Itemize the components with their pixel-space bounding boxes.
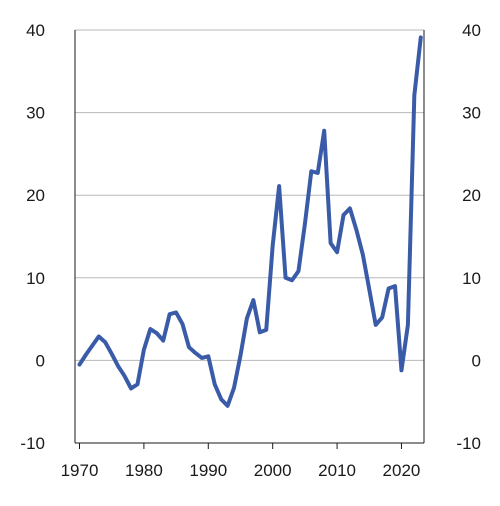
left-y-tick-label: 0: [36, 351, 45, 370]
right-y-tick-label: 30: [462, 104, 481, 123]
series-line: [77, 35, 423, 408]
x-tick-label: 2000: [254, 461, 292, 480]
right-y-tick-label: 40: [462, 21, 481, 40]
x-tick-label: 2010: [318, 461, 356, 480]
right-y-tick-label: 20: [462, 186, 481, 205]
series: [77, 35, 423, 408]
gridlines: [75, 29, 424, 444]
x-tick-label: 1970: [61, 461, 99, 480]
left-y-tick-label: 40: [26, 21, 45, 40]
x-tick-label: 1980: [125, 461, 163, 480]
right-y-tick-label: -10: [456, 434, 481, 453]
right-y-tick-label: 10: [462, 269, 481, 288]
left-y-tick-label: 10: [26, 269, 45, 288]
x-tick-label: 2020: [383, 461, 421, 480]
left-y-tick-label: 30: [26, 104, 45, 123]
left-y-tick-label: -10: [20, 434, 45, 453]
x-tick-label: 1990: [189, 461, 227, 480]
axes: [74, 30, 425, 443]
right-y-tick-label: 0: [472, 351, 481, 370]
left-y-tick-label: 20: [26, 186, 45, 205]
